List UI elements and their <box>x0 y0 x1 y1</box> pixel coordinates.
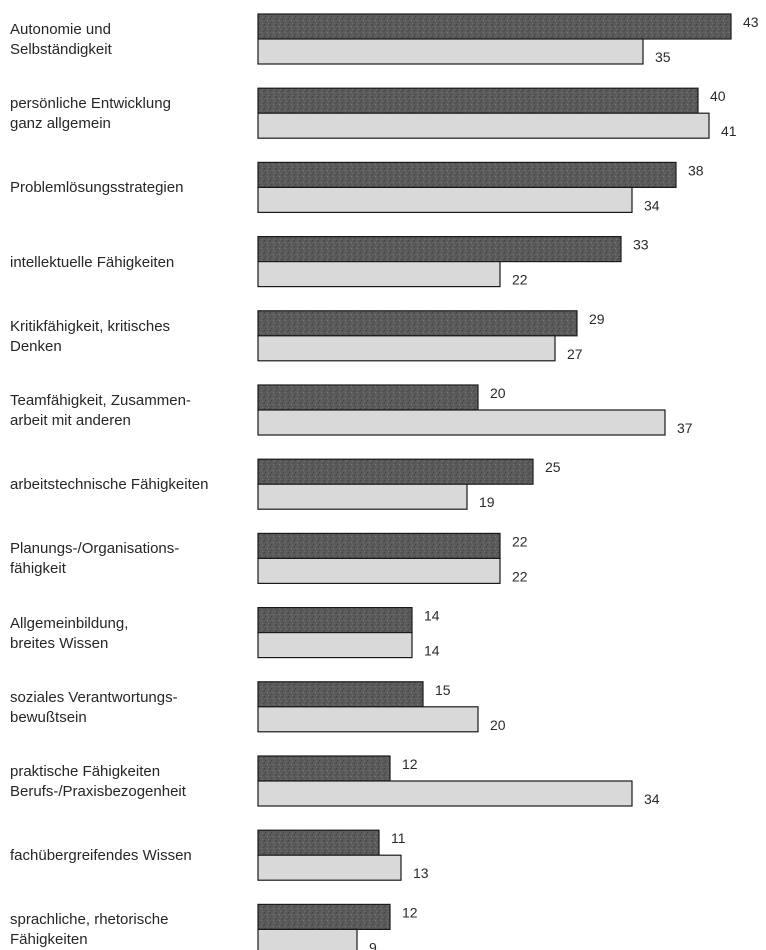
category-label: sprachliche, rhetorische Fähigkeiten <box>10 911 169 949</box>
value-label: 20 <box>490 717 506 733</box>
bar-series-1 <box>257 13 732 40</box>
category-label: arbeitstechnische Fähigkeiten <box>10 476 209 494</box>
bar-series-1 <box>257 755 391 782</box>
value-label: 33 <box>633 237 649 253</box>
bar-series-1 <box>257 161 677 188</box>
value-label: 35 <box>655 49 671 65</box>
bar-series-2 <box>257 854 402 881</box>
bar-series-2 <box>257 261 501 288</box>
category-label: intellektuelle Fähigkeiten <box>10 253 175 271</box>
value-label: 20 <box>490 385 506 401</box>
bar-series-2 <box>257 186 633 213</box>
value-label: 22 <box>512 272 528 288</box>
value-label: 29 <box>589 311 605 327</box>
category-label: Planungs-/Organisations- fähigkeit <box>10 540 180 578</box>
category-label: Kritikfähigkeit, kritisches Denken <box>10 317 171 355</box>
value-label: 14 <box>424 643 440 659</box>
value-label: 13 <box>413 865 429 881</box>
value-label: 40 <box>710 88 726 104</box>
value-label: 34 <box>644 197 660 213</box>
bar-series-2 <box>257 557 501 585</box>
bar-series-1 <box>257 87 699 114</box>
value-label: 15 <box>435 682 451 698</box>
bar-series-2 <box>257 631 413 659</box>
bar-series-2 <box>257 335 556 362</box>
bar-series-1 <box>257 606 413 634</box>
category-label: fachübergreifendes Wissen <box>10 847 192 865</box>
bar-series-1 <box>257 458 534 485</box>
value-label: 41 <box>721 123 737 139</box>
value-label: 11 <box>391 830 406 846</box>
value-label: 27 <box>567 346 583 362</box>
category-label: Allgemeinbildung, breites Wissen <box>10 614 129 652</box>
bar-series-1 <box>257 829 380 856</box>
bar-series-2 <box>257 112 710 139</box>
bar-series-2 <box>257 928 358 950</box>
value-label: 34 <box>644 791 660 807</box>
value-label: 19 <box>479 494 495 510</box>
bar-series-2 <box>257 38 644 65</box>
bar-series-1 <box>257 903 391 931</box>
category-label: praktische Fähigkeiten Berufs-/Praxisbez… <box>10 763 186 800</box>
category-label: Teamfähigkeit, Zusammen- arbeit mit ande… <box>10 392 191 429</box>
value-label: 22 <box>512 533 528 549</box>
value-label: 12 <box>402 756 418 772</box>
bar-series-2 <box>257 780 633 807</box>
value-label: 43 <box>743 14 759 30</box>
value-label: 22 <box>512 568 528 584</box>
category-label: Autonomie und Selbständigkeit <box>10 21 112 58</box>
bar-series-2 <box>257 409 666 436</box>
bar-series-2 <box>257 483 468 510</box>
bar-series-1 <box>257 310 578 337</box>
bar-series-1 <box>257 236 622 263</box>
value-label: 14 <box>424 608 440 624</box>
value-label: 12 <box>402 904 418 920</box>
value-label: 37 <box>677 420 693 436</box>
bar-series-1 <box>257 384 479 411</box>
category-label: soziales Verantwortungs- bewußtsein <box>10 688 178 726</box>
value-label: 9 <box>369 939 377 950</box>
category-label: persönliche Entwicklung ganz allgemein <box>10 95 171 133</box>
value-label: 38 <box>688 162 704 178</box>
bar-series-1 <box>257 532 501 560</box>
value-label: 25 <box>545 459 561 475</box>
bar-series-1 <box>257 681 424 708</box>
bar-series-2 <box>257 706 479 733</box>
category-label: Problemlösungsstrategien <box>10 179 184 197</box>
